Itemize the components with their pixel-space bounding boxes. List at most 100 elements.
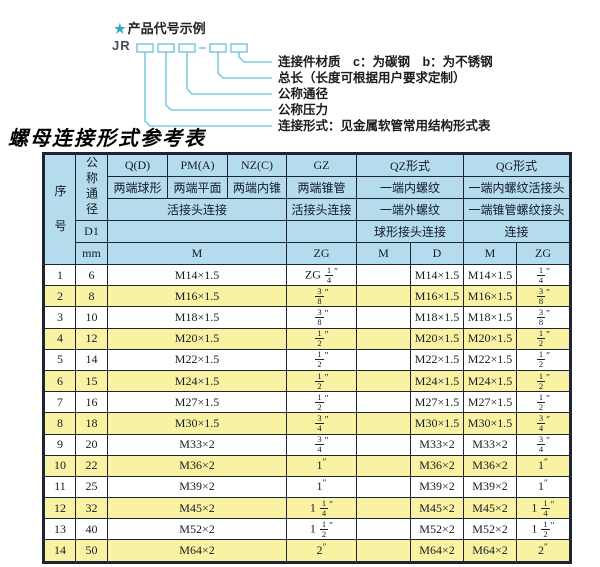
- inch-mark: ″: [546, 288, 551, 299]
- table-row: 8 18 M30×1.5 3 4 ″ M30×1.5 M30×1.5 3 4 ″: [43, 412, 571, 435]
- cell-qg-zg: 1 2 ″: [516, 327, 571, 350]
- cell-zg: 1 2 ″: [286, 348, 357, 371]
- cell-zg: 3 8 ″: [286, 285, 357, 308]
- cell-m: M14×1.5: [107, 263, 287, 287]
- cell-qg-zg: 1 2 ″: [516, 369, 571, 393]
- cell-qz-m: [356, 327, 411, 350]
- cell-qz-d: M64×2: [410, 539, 464, 563]
- diagram-label-connection: 连接形式：见金属软管常用结构形式表: [278, 119, 491, 133]
- cell-qg-m: M16×1.5: [463, 285, 517, 308]
- cell-qz-m: [356, 497, 411, 520]
- table-row: 14 50 M64×2 2″ M64×2 M64×2 2″: [43, 539, 571, 563]
- cell-dn: 15: [75, 369, 108, 393]
- cell-dn: 16: [75, 391, 108, 414]
- inch-mark: ″: [544, 458, 548, 469]
- code-box-2: [157, 43, 175, 53]
- cell-seq: 5: [43, 348, 76, 371]
- cell-qz-d: M18×1.5: [410, 306, 464, 329]
- header-qg-zg: ZG: [516, 242, 571, 265]
- inch-mark: ″: [544, 543, 548, 554]
- cell-qg-zg: 1″: [516, 454, 571, 477]
- cell-qz-m: [356, 412, 411, 435]
- cell-zg: 1 2 ″: [286, 369, 357, 393]
- leader-line-2: [217, 52, 272, 79]
- inch-mark: ″: [550, 499, 555, 510]
- header-desc-q: 两端球形: [107, 176, 168, 199]
- leader-line-1: [238, 52, 272, 63]
- table-row: 5 14 M22×1.5 1 2 ″ M22×1.5 M22×1.5 1 2 ″: [43, 348, 571, 371]
- inch-mark: ″: [546, 436, 551, 447]
- cell-seq: 12: [43, 497, 76, 520]
- cell-qg-m: M39×2: [463, 475, 517, 499]
- inch-mark: ″: [546, 330, 551, 341]
- cell-seq: 1: [43, 263, 76, 287]
- cell-qz-m: [356, 285, 411, 308]
- cell-qg-m: M20×1.5: [463, 327, 517, 350]
- table-row: 6 15 M24×1.5 1 2 ″ M24×1.5 M24×1.5 1 2 ″: [43, 369, 571, 393]
- cell-m: M24×1.5: [107, 369, 287, 393]
- header-zg: ZG: [286, 242, 357, 265]
- inch-mark: ″: [546, 266, 551, 277]
- table-row: 13 40 M52×2 1 1 2 ″ M52×2 M52×2 1 1 2 ″: [43, 518, 571, 541]
- cell-qz-d: M16×1.5: [410, 285, 464, 308]
- inch-mark: ″: [329, 499, 334, 510]
- header-qg-row2: 一端内螺纹活接头: [463, 176, 571, 199]
- cell-qz-d: M45×2: [410, 497, 464, 520]
- cell-qg-m: M24×1.5: [463, 369, 517, 393]
- inch-mark: ″: [324, 372, 329, 383]
- cell-m: M30×1.5: [107, 412, 287, 435]
- cell-dn: 14: [75, 348, 108, 371]
- cell-zg: 1″: [286, 475, 357, 499]
- inch-mark: ″: [324, 351, 329, 362]
- table-row: 3 10 M18×1.5 3 8 ″ M18×1.5 M18×1.5 3 8 ″: [43, 306, 571, 329]
- cell-dn: 25: [75, 475, 108, 499]
- header-desc-pm: 两端平面: [167, 176, 228, 199]
- header-mm: mm: [75, 242, 108, 265]
- cell-qz-d: M14×1.5: [410, 263, 464, 287]
- table-row: 9 20 M33×2 3 4 ″ M33×2 M33×2 3 4 ″: [43, 433, 571, 456]
- cell-qz-d: M22×1.5: [410, 348, 464, 371]
- diagram-label-length: 总长（长度可根据用户要求定制）: [278, 71, 466, 85]
- cell-m: M52×2: [107, 518, 287, 541]
- cell-qz-m: [356, 454, 411, 477]
- cell-qz-m: [356, 433, 411, 456]
- header-code-nz: NZ(C): [227, 153, 287, 177]
- cell-seq: 4: [43, 327, 76, 350]
- diagram-label-material: 连接件材质 c：为碳钢 b：为不锈钢: [278, 55, 493, 69]
- cell-qg-zg: 3 4 ″: [516, 433, 571, 456]
- cell-seq: 9: [43, 433, 76, 456]
- cell-zg: ZG 1 4 ″: [286, 263, 357, 287]
- cell-seq: 8: [43, 412, 76, 435]
- code-box-5: [230, 43, 248, 53]
- cell-seq: 13: [43, 518, 76, 541]
- cell-zg: 1 1 2 ″: [286, 518, 357, 541]
- cell-zg: 3 4 ″: [286, 412, 357, 435]
- header-code-pm: PM(A): [167, 153, 228, 177]
- cell-zg: 3 4 ″: [286, 433, 357, 456]
- table-row: 12 32 M45×2 1 1 4 ″ M45×2 M45×2 1 1 4 ″: [43, 497, 571, 520]
- code-box-4: [209, 43, 227, 53]
- nut-connection-reference-table: 序号 公称通径 Q(D) PM(A) NZ(C) GZ QZ形式 QG形式 两端…: [42, 152, 572, 564]
- cell-seq: 3: [43, 306, 76, 329]
- cell-m: M64×2: [107, 539, 287, 563]
- table-title: 螺母连接形式参考表: [8, 128, 206, 150]
- header-union-joint: 活接头连接: [107, 198, 287, 221]
- cell-m: M16×1.5: [107, 285, 287, 308]
- diagram-title: ★ 产品代号示例: [114, 18, 206, 37]
- cell-qg-zg: 1″: [516, 475, 571, 499]
- cell-qz-d: M27×1.5: [410, 391, 464, 414]
- header-qz-m: M: [356, 242, 411, 265]
